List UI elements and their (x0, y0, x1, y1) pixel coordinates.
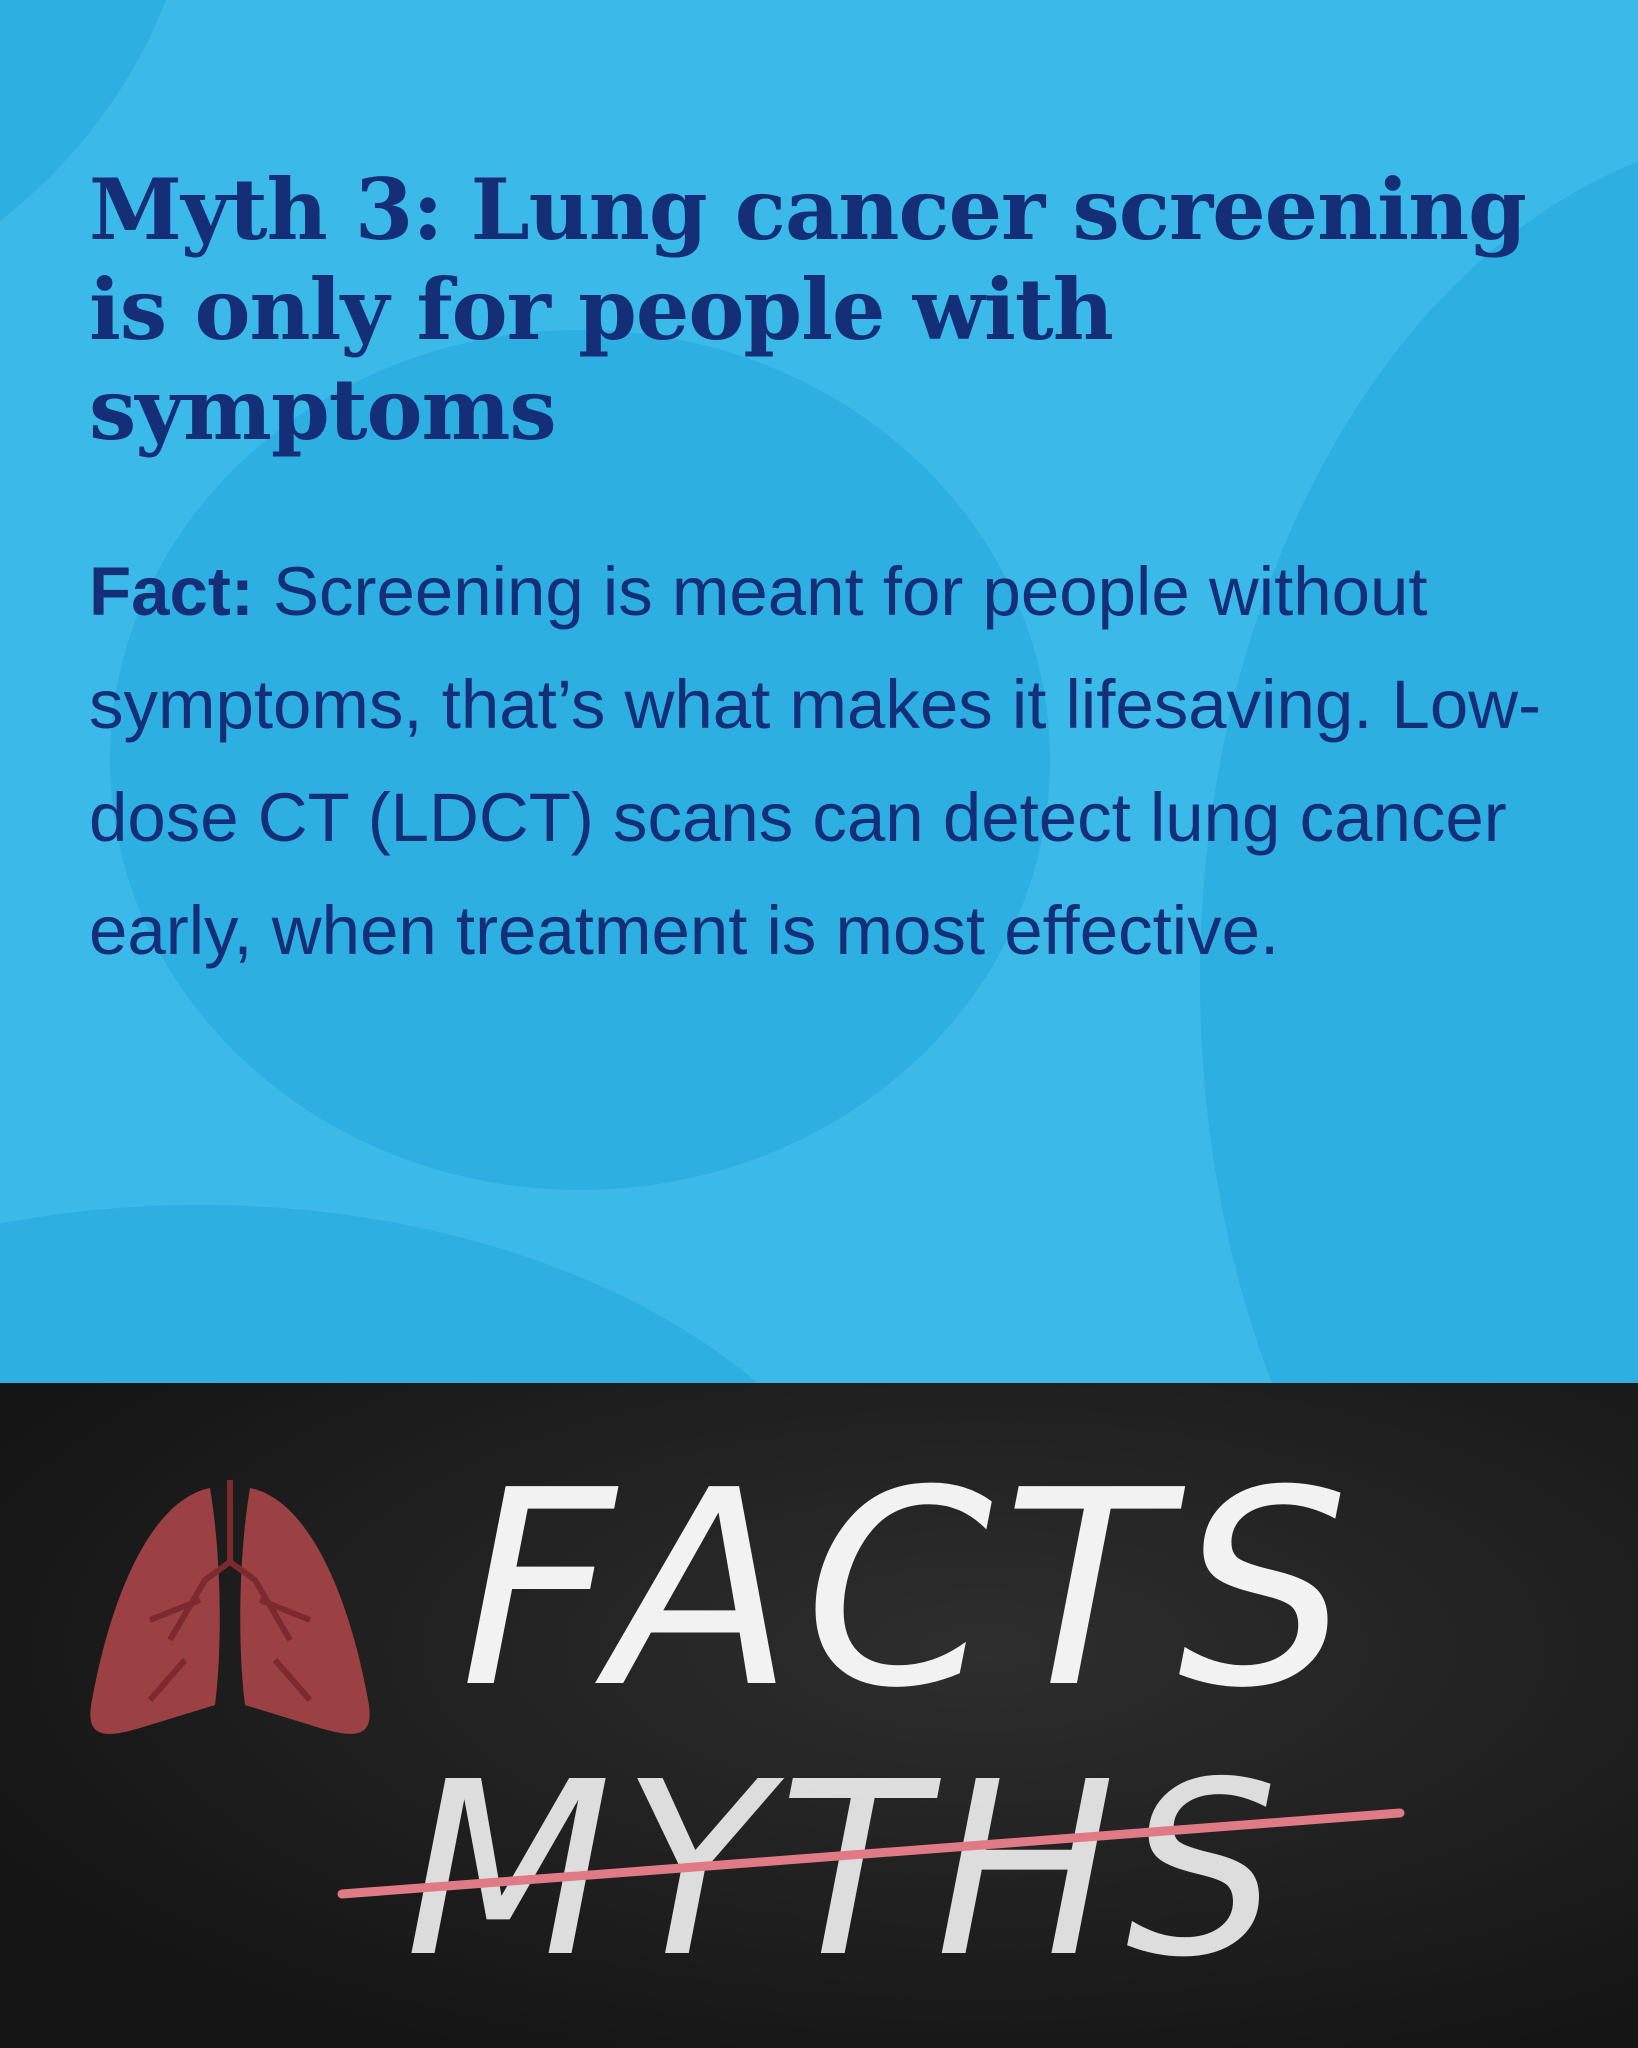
decorative-circle (110, 330, 1050, 1190)
lungs-icon (90, 1480, 370, 1734)
header-panel: Myth 3: Lung cancer screening is only fo… (0, 0, 1638, 1383)
decorative-circle (0, 1205, 900, 1383)
strike-through-line (337, 1808, 1405, 1899)
facts-word: FACTS (460, 1432, 1359, 1747)
myths-word: MYTHS (405, 1730, 1288, 2010)
fact-label: Fact: (89, 553, 254, 630)
fact-paragraph: Fact: Screening is meant for people with… (89, 535, 1569, 987)
page-title: Myth 3: Lung cancer screening is only fo… (89, 160, 1527, 459)
chalkboard-image: FACTS MYTHS (0, 1383, 1638, 2048)
fact-text: Screening is meant for people without sy… (89, 553, 1542, 969)
